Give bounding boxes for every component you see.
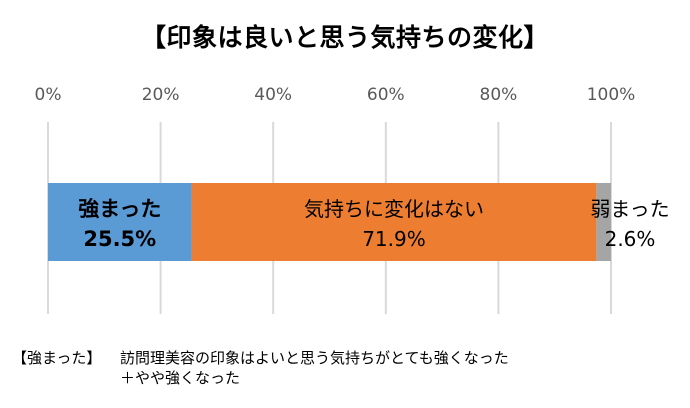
data-label: 25.5% bbox=[83, 227, 156, 251]
x-tick-label: 20% bbox=[142, 85, 180, 105]
x-tick-label: 60% bbox=[367, 85, 405, 105]
bar-segment bbox=[596, 183, 611, 261]
bar-segments bbox=[48, 183, 611, 261]
footnote-line-2: ＋やや強くなった bbox=[120, 369, 241, 387]
x-tick-label: 40% bbox=[254, 85, 292, 105]
data-label: 2.6% bbox=[605, 227, 656, 251]
series-name-label: 強まった bbox=[78, 197, 161, 221]
x-axis-ticks: 0% 20% 40% 60% 80% 100% bbox=[35, 85, 636, 105]
stacked-bar-chart: 0% 20% 40% 60% 80% 100% 強まった 25.5% 気持ちに変化はない 71.… bbox=[35, 85, 670, 314]
data-label: 71.9% bbox=[362, 227, 426, 251]
x-tick-label: 0% bbox=[35, 85, 62, 105]
footnote-line-1: 訪問理美容の印象はよいと思う気持ちがとても強くなった bbox=[120, 349, 509, 367]
series-name-label: 弱まった bbox=[590, 197, 669, 221]
footnote: 【強まった】 訪問理美容の印象はよいと思う気持ちがとても強くなった ＋やや強くな… bbox=[12, 348, 509, 388]
footnote-tag: 【強まった】 bbox=[12, 349, 102, 367]
chart-title: 【印象は良いと思う気持ちの変化】 bbox=[140, 23, 549, 52]
segment-labels: 強まった 25.5% 気持ちに変化はない 71.9% 弱まった 2.6% bbox=[78, 197, 669, 251]
bar-segment bbox=[48, 183, 192, 261]
bar-segment bbox=[191, 183, 597, 261]
x-tick-label: 80% bbox=[480, 85, 518, 105]
x-tick-label: 100% bbox=[587, 85, 636, 105]
series-name-label: 気持ちに変化はない bbox=[304, 197, 484, 221]
